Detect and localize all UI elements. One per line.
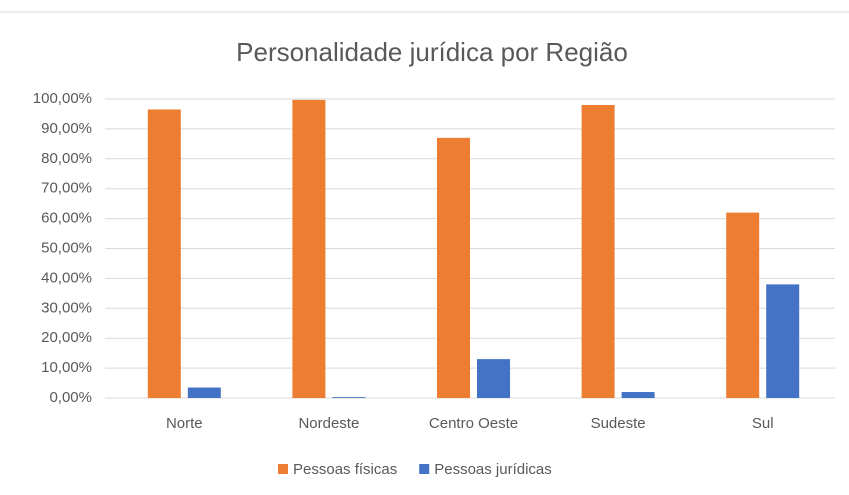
y-tick-label: 30,00% xyxy=(41,299,92,316)
bar xyxy=(477,359,510,398)
y-tick-label: 0,00% xyxy=(49,389,92,406)
x-tick-label: Sudeste xyxy=(591,415,646,432)
y-tick-label: 10,00% xyxy=(41,359,92,376)
x-tick-label: Centro Oeste xyxy=(429,415,518,432)
bar xyxy=(437,137,470,398)
y-tick-label: 100,00% xyxy=(33,90,92,107)
y-tick-label: 40,00% xyxy=(41,269,92,286)
x-tick-label: Sul xyxy=(752,415,774,432)
bar xyxy=(621,392,655,398)
bar xyxy=(292,99,326,398)
legend-swatch xyxy=(419,464,430,474)
y-tick-label: 80,00% xyxy=(41,150,92,167)
bar xyxy=(187,387,221,398)
bar xyxy=(581,104,615,398)
x-tick-label: Norte xyxy=(166,415,203,432)
x-tick-label: Nordeste xyxy=(298,415,359,432)
bar xyxy=(726,212,760,398)
legend-swatch xyxy=(278,464,288,474)
bar xyxy=(332,397,366,398)
legend-label: Pessoas jurídicas xyxy=(434,461,552,478)
y-tick-label: 60,00% xyxy=(41,210,92,227)
bar xyxy=(766,284,800,398)
chart-title: Personalidade jurídica por Região xyxy=(236,37,628,67)
y-tick-label: 70,00% xyxy=(41,180,92,197)
y-tick-label: 20,00% xyxy=(41,329,92,346)
bar xyxy=(147,109,181,398)
y-tick-label: 50,00% xyxy=(41,239,92,256)
legend-label: Pessoas físicas xyxy=(293,461,397,478)
y-tick-label: 90,00% xyxy=(41,120,92,137)
